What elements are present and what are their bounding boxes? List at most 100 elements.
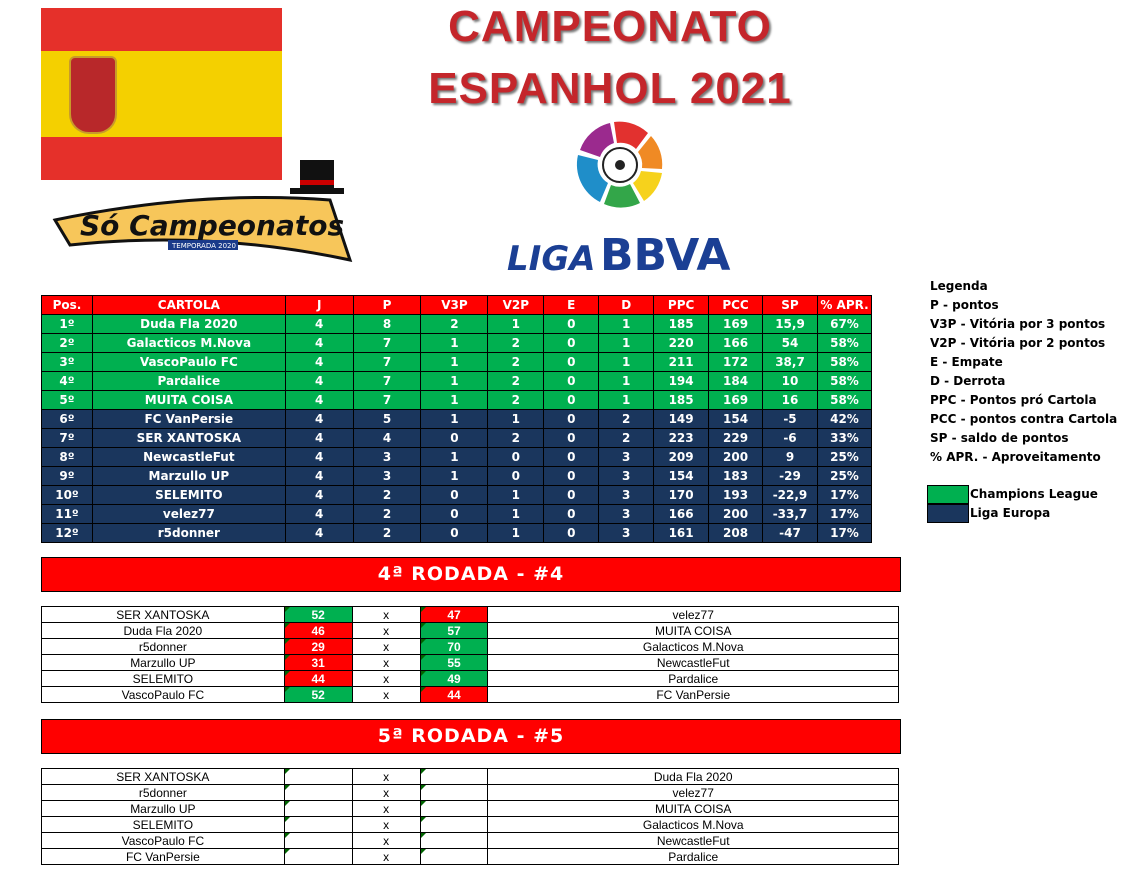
table-cell: 7: [352, 333, 422, 353]
away-score: [419, 784, 489, 801]
versus-separator: x: [351, 670, 421, 687]
table-cell: 172: [708, 352, 764, 372]
table-cell: 17%: [816, 485, 873, 505]
versus-separator: x: [351, 768, 421, 785]
table-cell: 3: [598, 466, 655, 486]
champions-label: Champions League: [970, 487, 1098, 501]
table-cell: 2: [487, 333, 545, 353]
table-cell: 0: [420, 523, 489, 543]
standings-header: Pos. CARTOLA J P V3P V2P E D PPC PCC SP% APR.: [41, 295, 873, 315]
table-cell: 1: [598, 352, 655, 372]
svg-text:LIGA: LIGA: [507, 239, 596, 279]
home-team: SER XANTOSKA: [41, 768, 285, 785]
table-cell: 0: [543, 485, 600, 505]
table-cell: 0: [543, 428, 600, 448]
table-cell: 208: [708, 523, 764, 543]
table-cell: 3: [598, 523, 655, 543]
legend-item: E - Empate: [930, 355, 1003, 369]
table-cell: 4: [284, 485, 354, 505]
table-cell: -5: [762, 409, 818, 429]
table-cell: 12º: [41, 523, 93, 543]
table-cell: 8: [352, 314, 422, 334]
table-cell: 0: [420, 504, 489, 524]
table-cell: -29: [762, 466, 818, 486]
table-cell: 0: [543, 523, 600, 543]
table-cell: 2: [487, 352, 545, 372]
home-score: [283, 784, 353, 801]
legend-item: V3P - Vitória por 3 pontos: [930, 317, 1106, 331]
legend-item: V2P - Vitória por 2 pontos: [930, 336, 1106, 350]
home-team: Marzullo UP: [41, 654, 285, 671]
away-team: velez77: [487, 606, 899, 623]
table-cell: 1: [598, 371, 655, 391]
table-cell: 183: [708, 466, 764, 486]
column-header: CARTOLA: [91, 295, 286, 315]
match-row: VascoPaulo FC 52 x 44 FC VanPersie: [41, 686, 899, 703]
table-cell: 0: [543, 352, 600, 372]
home-score: [283, 832, 353, 849]
match-row: SELEMITO x Galacticos M.Nova: [41, 816, 899, 833]
home-team: SELEMITO: [41, 816, 285, 833]
table-cell: 4: [284, 466, 354, 486]
table-cell: SELEMITO: [91, 485, 286, 505]
column-header: D: [598, 295, 655, 315]
table-cell: 2: [487, 428, 545, 448]
column-header: P: [352, 295, 422, 315]
table-cell: 1: [487, 409, 545, 429]
svg-text:TEMPORADA 2020: TEMPORADA 2020: [171, 242, 236, 250]
match-row: Marzullo UP 31 x 55 NewcastleFut: [41, 654, 899, 671]
table-cell: 0: [420, 428, 489, 448]
svg-text:Só Campeonatos: Só Campeonatos: [80, 209, 344, 242]
table-cell: 0: [543, 504, 600, 524]
table-cell: 2: [352, 485, 422, 505]
match-row: r5donner x velez77: [41, 784, 899, 801]
table-cell: 184: [708, 371, 764, 391]
versus-separator: x: [351, 832, 421, 849]
table-cell: 154: [653, 466, 710, 486]
table-cell: 185: [653, 390, 710, 410]
europa-swatch: [927, 504, 969, 523]
table-cell: 0: [487, 466, 545, 486]
table-cell: 169: [708, 314, 764, 334]
match-row: SELEMITO 44 x 49 Pardalice: [41, 670, 899, 687]
table-cell: 3º: [41, 352, 93, 372]
column-header: V3P: [420, 295, 489, 315]
home-team: Marzullo UP: [41, 800, 285, 817]
legend-item: D - Derrota: [930, 374, 1006, 388]
table-cell: 11º: [41, 504, 93, 524]
table-row: 6º FC VanPersie 4 5 1 1 0 2 149 154 -5 42%: [41, 409, 873, 429]
table-cell: 4: [284, 371, 354, 391]
away-score: [419, 768, 489, 785]
table-row: 5º MUITA COISA 4 7 1 2 0 1 185 169 16 58%: [41, 390, 873, 410]
versus-separator: x: [351, 622, 421, 639]
table-cell: 58%: [816, 352, 873, 372]
table-row: 7º SER XANTOSKA 4 4 0 2 0 2 223 229 -6 33%: [41, 428, 873, 448]
table-cell: 7: [352, 352, 422, 372]
table-cell: 1º: [41, 314, 93, 334]
table-cell: 0: [543, 409, 600, 429]
table-cell: 1: [420, 333, 489, 353]
europa-label: Liga Europa: [970, 506, 1051, 520]
versus-separator: x: [351, 816, 421, 833]
table-cell: 161: [653, 523, 710, 543]
match-row: VascoPaulo FC x NewcastleFut: [41, 832, 899, 849]
table-cell: 1: [487, 523, 545, 543]
table-row: 10º SELEMITO 4 2 0 1 0 3 170 193 -22,9 17%: [41, 485, 873, 505]
versus-separator: x: [351, 686, 421, 703]
table-cell: FC VanPersie: [91, 409, 286, 429]
table-cell: 5º: [41, 390, 93, 410]
away-team: Pardalice: [487, 670, 899, 687]
away-team: MUITA COISA: [487, 622, 899, 639]
table-cell: 58%: [816, 390, 873, 410]
table-cell: Pardalice: [91, 371, 286, 391]
table-cell: Galacticos M.Nova: [91, 333, 286, 353]
away-team: Pardalice: [487, 848, 899, 865]
table-cell: 0: [543, 447, 600, 467]
table-cell: 33%: [816, 428, 873, 448]
table-cell: 67%: [816, 314, 873, 334]
home-team: r5donner: [41, 638, 285, 655]
table-cell: 54: [762, 333, 818, 353]
table-cell: 2: [352, 523, 422, 543]
table-cell: 4: [284, 409, 354, 429]
column-header: E: [543, 295, 600, 315]
